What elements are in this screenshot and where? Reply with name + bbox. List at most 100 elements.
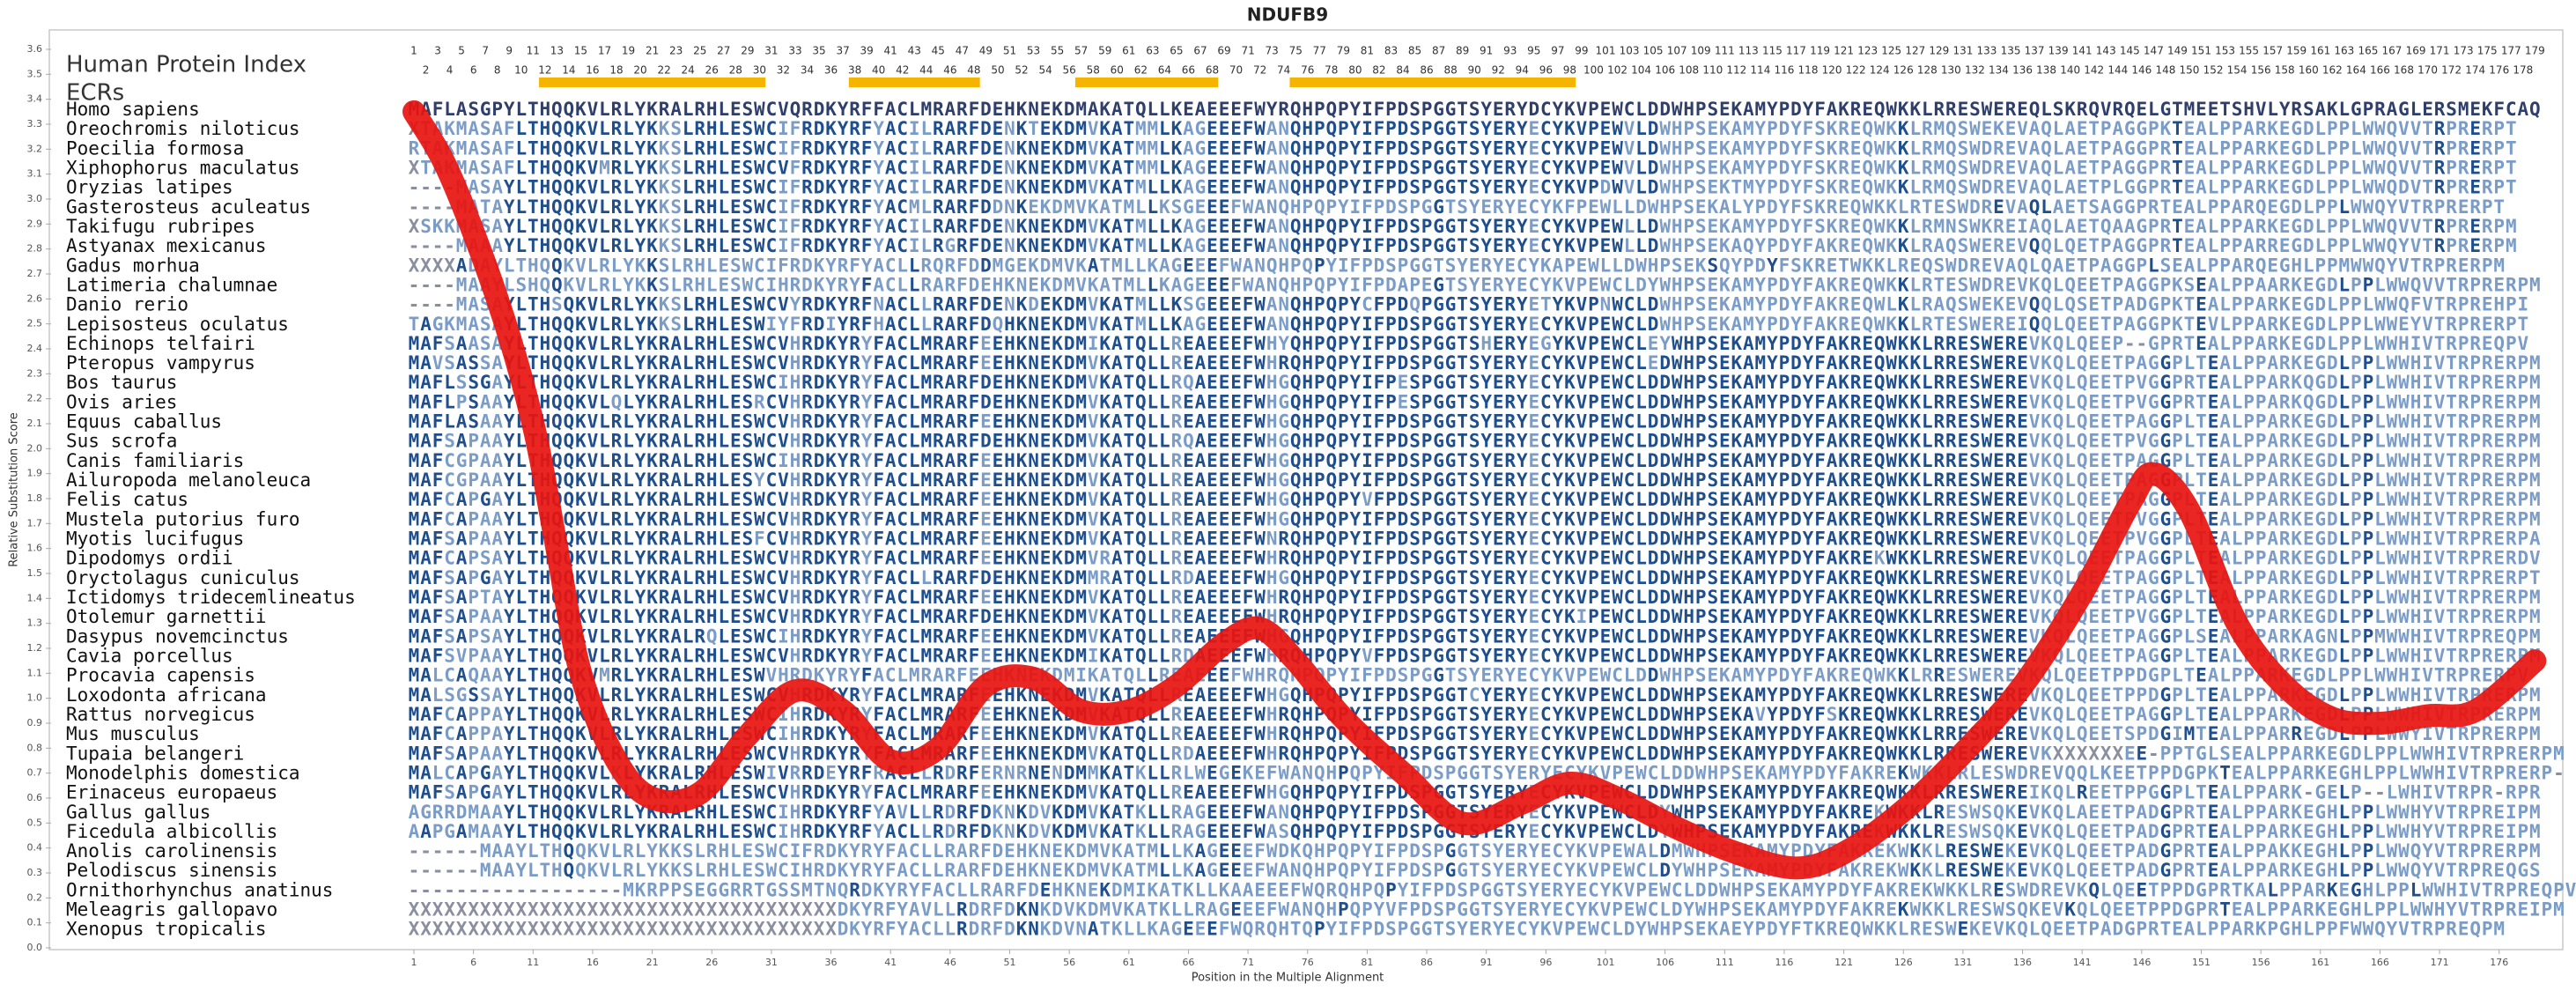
residue-run: IYF [766, 314, 801, 335]
residue-run: EE [1219, 860, 1242, 881]
index-tick-label: 139 [2048, 45, 2069, 57]
index-tick-label: 117 [1786, 45, 1806, 57]
residue-run: E [980, 352, 992, 373]
residue-run: E [2208, 645, 2219, 666]
residue-run: LWWHIVTRPRERPM [2374, 489, 2541, 510]
residue-run: E [1207, 762, 1218, 783]
residue-run: PLT [2172, 704, 2207, 725]
residue-run: IKQL [2029, 782, 2076, 803]
x-tick-label: 96 [1539, 957, 1552, 968]
residue-run: M [1135, 235, 1147, 256]
residue-run: S [456, 372, 468, 393]
residue-run: Y [861, 587, 873, 608]
residue-run: KS [659, 157, 682, 178]
residue-run: R [2434, 137, 2446, 159]
residue-run: PLS [2172, 625, 2207, 647]
residue-run: AN [1266, 137, 1289, 159]
residue-run: AEEEFW [1195, 431, 1266, 452]
index-tick-label: 124 [1870, 64, 1890, 77]
residue-run: HG [1266, 450, 1289, 471]
residue-run: L [1624, 216, 1635, 237]
residue-run: KATQLL [1099, 411, 1170, 433]
residue-run: E [980, 529, 992, 550]
index-tick-label: 57 [1074, 45, 1088, 57]
index-tick-label: 22 [657, 64, 670, 77]
residue-run: RAG [1171, 821, 1207, 842]
residue-run: N [1004, 157, 1015, 178]
residue-run: VKQLQEETPVG [2029, 372, 2159, 393]
x-tick-label: 46 [944, 957, 956, 968]
residue-run: IF [778, 216, 801, 237]
residue-run: G [2160, 391, 2172, 412]
residue-run: G [1433, 196, 1444, 218]
residue-run: KAT [1099, 802, 1134, 823]
residue-run: ALPPARKEGD [2219, 352, 2337, 373]
index-tick-label: 171 [2430, 45, 2450, 57]
residue-run: MAF [409, 587, 444, 608]
residue-run: RD [801, 762, 824, 783]
y-tick-label: 1.9 [27, 468, 43, 479]
residue-run: P [2351, 840, 2362, 862]
residue-run: KATQLL [1099, 645, 1170, 666]
residue-run: RDKYR [801, 450, 860, 471]
residue-run: K [1898, 235, 1909, 256]
residue-run: CYKVPEWCLDDWHPSEKAMYPDYFAKREQWKKLRRESWER… [1540, 489, 2028, 510]
residue-run: V [1088, 235, 1099, 256]
residue-run: H [1266, 723, 1278, 744]
residue-run: LQE [2100, 879, 2136, 900]
residue-run: R [1171, 625, 1183, 647]
residue-run: AN [1266, 235, 1289, 256]
residue-run: SLRHLESWCIFRDKYRFYACL [659, 255, 908, 276]
residue-run: AC [885, 177, 908, 198]
residue-run: T [1028, 118, 1039, 139]
residue-run: E [1528, 567, 1539, 588]
residue-run: E [1528, 489, 1539, 510]
residue-run: L [2339, 606, 2351, 627]
residue-run: R [956, 899, 968, 921]
residue-run: HG [1266, 508, 1289, 529]
residue-run: AN [1266, 314, 1289, 335]
residue-run: F [861, 665, 873, 686]
residue-run: Q [2029, 314, 2041, 335]
index-tick-label: 152 [2203, 64, 2224, 77]
residue-run: KATQLL [1099, 743, 1170, 764]
residue-run: K [2005, 840, 2017, 862]
residue-run: KN [1016, 919, 1039, 940]
residue-run: DRFD [969, 899, 1015, 921]
residue-run: R [2434, 216, 2446, 237]
residue-run: A [456, 782, 468, 803]
residue-run: - [2303, 782, 2314, 803]
residue-run: PR [2446, 137, 2469, 159]
residue-run: PRT [2172, 391, 2207, 412]
residue-run: E [2017, 802, 2028, 823]
residue-run: A [491, 782, 503, 803]
residue-run: S [444, 782, 455, 803]
residue-run: RDKYRF [801, 821, 872, 842]
residue-run: PGGTSYERY [1421, 294, 1528, 315]
residue-run: K [1898, 137, 1909, 159]
residue-run: EHKNEKDM [993, 548, 1087, 569]
y-tick-label: 3.0 [27, 193, 43, 204]
residue-run: K [1898, 177, 1909, 198]
residue-run: P [2351, 548, 2362, 569]
residue-run: M [1088, 762, 1099, 783]
residue-run: RQRFD [920, 255, 979, 276]
index-tick-label: 32 [777, 64, 790, 77]
residue-run: LD [1635, 177, 1658, 198]
x-tick-label: 141 [2073, 957, 2092, 968]
residue-run: T [409, 314, 420, 335]
residue-run: R [933, 802, 944, 823]
residue-run: EAEEEFW [1183, 450, 1266, 471]
species-name: Otolemur garnettii [66, 606, 267, 627]
index-tick-label: 169 [2406, 45, 2426, 57]
residue-run: L [920, 821, 932, 842]
residue-run: RDKYR [801, 625, 860, 647]
index-tick-label: 138 [2036, 64, 2056, 77]
residue-run: RQHPQPYIFPDSPGGTSYERY [1278, 704, 1528, 725]
residue-run: LL [1148, 821, 1170, 842]
index-tick-label: 101 [1596, 45, 1616, 57]
residue-run: G [1445, 840, 1457, 862]
residue-run: PEWCLDDWHPSEKAMYPDYFAKREQWKKLRRESWERE [1588, 606, 2028, 627]
residue-run: G [1207, 840, 1218, 862]
residue-run: LESWC [718, 625, 777, 647]
